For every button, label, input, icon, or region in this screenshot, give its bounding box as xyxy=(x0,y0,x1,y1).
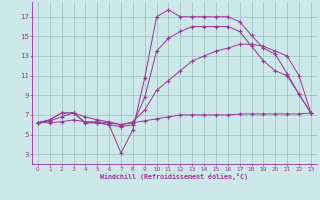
X-axis label: Windchill (Refroidissement éolien,°C): Windchill (Refroidissement éolien,°C) xyxy=(100,173,248,180)
